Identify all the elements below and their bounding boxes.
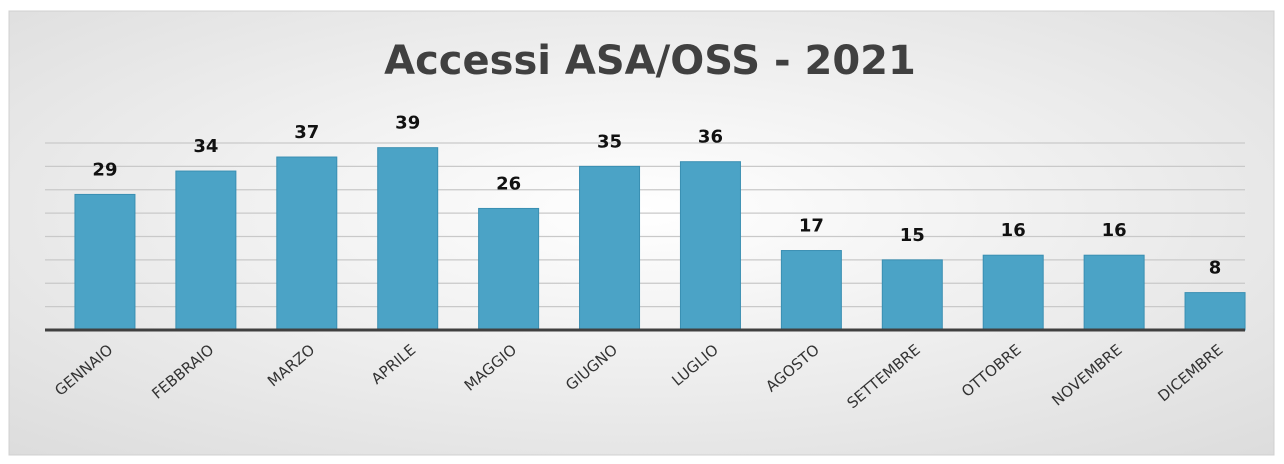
bar (881, 259, 943, 331)
bar (175, 170, 237, 331)
bar (1083, 254, 1145, 331)
data-label: 8 (1209, 258, 1222, 279)
bar (1184, 292, 1246, 331)
chart-title: Accessi ASA/OSS - 2021 (384, 38, 916, 84)
data-label: 29 (92, 159, 117, 180)
data-label: 39 (395, 113, 420, 134)
data-label: 35 (597, 131, 622, 152)
bar (579, 165, 641, 331)
bar (478, 207, 540, 331)
data-label: 36 (698, 127, 723, 148)
data-label: 26 (496, 173, 521, 194)
bar (982, 254, 1044, 331)
data-label: 17 (799, 216, 824, 237)
bar (276, 156, 338, 331)
data-label: 34 (193, 136, 218, 157)
bar (679, 161, 741, 331)
data-label: 16 (1102, 220, 1127, 241)
data-label: 37 (294, 122, 319, 143)
data-label: 15 (900, 225, 925, 246)
bar (780, 250, 842, 331)
bar (74, 193, 136, 331)
data-label: 16 (1001, 220, 1026, 241)
bar (377, 147, 439, 331)
